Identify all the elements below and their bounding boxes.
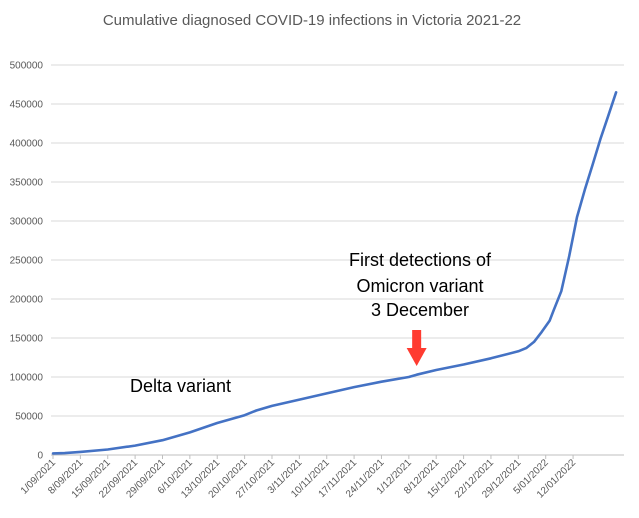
omicron-annotation-line-1: First detections of — [349, 250, 492, 270]
y-tick-label: 50000 — [15, 412, 43, 423]
y-axis: 0 50000 100000 150000 200000 250000 300000 3500… — [10, 61, 44, 462]
x-axis: 1/09/20218/09/202115/09/202122/09/202129… — [19, 454, 624, 501]
y-tick-label: 400000 — [10, 139, 44, 150]
y-tick-label: 450000 — [10, 100, 44, 111]
y-tick-label: 0 — [37, 451, 43, 462]
series-line — [51, 91, 618, 455]
delta-variant-label: Delta variant — [130, 376, 231, 396]
gridlines — [51, 64, 624, 417]
y-tick-label: 250000 — [10, 256, 44, 267]
arrow-head — [406, 348, 427, 366]
y-tick-label: 500000 — [10, 61, 44, 72]
arrow-shaft — [412, 330, 422, 349]
omicron-annotation-line-3: 3 December — [371, 300, 469, 320]
y-tick-label: 100000 — [10, 373, 44, 384]
chart-title: Cumulative diagnosed COVID-19 infections… — [103, 12, 521, 29]
omicron-annotation-line-2: Omicron variant — [356, 276, 483, 296]
plot-area — [51, 91, 618, 455]
y-tick-label: 350000 — [10, 178, 44, 189]
y-tick-label: 200000 — [10, 295, 44, 306]
y-tick-label: 300000 — [10, 217, 44, 228]
y-tick-label: 150000 — [10, 334, 44, 345]
annotations: First detections of Omicron variant 3 De… — [130, 250, 492, 396]
